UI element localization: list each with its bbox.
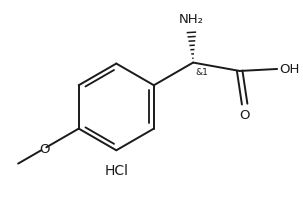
Text: O: O bbox=[239, 109, 250, 121]
Text: &1: &1 bbox=[195, 67, 208, 76]
Text: O: O bbox=[39, 142, 50, 155]
Text: NH₂: NH₂ bbox=[179, 13, 204, 26]
Text: OH: OH bbox=[279, 63, 299, 76]
Text: HCl: HCl bbox=[104, 163, 128, 177]
